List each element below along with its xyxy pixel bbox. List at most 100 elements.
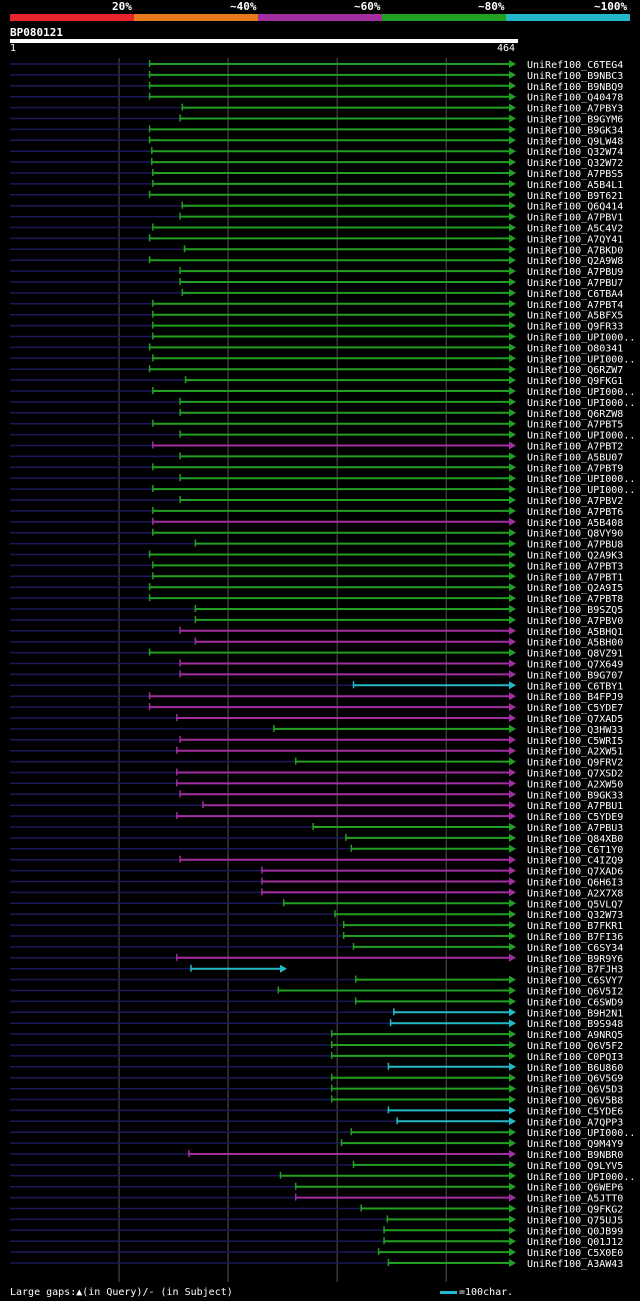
hit-label: UniRef100_Q8VY90 [527,529,623,540]
hit-arrow [509,343,516,352]
hit-label: UniRef100_A5BFX5 [527,311,623,322]
hit-arrow [509,441,516,450]
hit-label: UniRef100_B9SZQ5 [527,605,623,616]
hit-arrow [509,1117,516,1126]
hit-label: UniRef100_A7PBT8 [527,594,623,605]
hit-label: UniRef100_Q2A9K3 [527,551,623,562]
hit-label: UniRef100_C5X0E0 [527,1248,623,1259]
hit-label: UniRef100_Q75UJ5 [527,1215,623,1226]
hit-arrow [509,790,516,799]
hit-label: UniRef100_A3AW43 [527,1259,623,1270]
hit-arrow [509,866,516,875]
hit-arrow [509,833,516,842]
hit-label: UniRef100_Q2A9W8 [527,256,623,267]
hit-label: UniRef100_UPI000.. [527,474,635,485]
hit-label: UniRef100_A5B408 [527,518,623,529]
hit-label: UniRef100_UPI000.. [527,398,635,409]
hit-arrow [509,299,516,308]
hit-label: UniRef100_Q0JB99 [527,1226,623,1237]
hit-label: UniRef100_B4FPJ9 [527,692,623,703]
hit-arrow [509,746,516,755]
hit-label: UniRef100_Q7XAD6 [527,867,623,878]
hit-label: UniRef100_A5BH00 [527,638,623,649]
hit-arrow [509,81,516,90]
hit-arrow [509,234,516,243]
hit-label: UniRef100_B7FKR1 [527,921,623,932]
hit-label: UniRef100_UPI000.. [527,1172,635,1183]
hit-label: UniRef100_B9G707 [527,670,623,681]
hit-arrow [509,114,516,123]
hit-arrow [509,1226,516,1235]
hit-arrow [509,724,516,733]
hit-label: UniRef100_C6T1Y0 [527,845,623,856]
hit-label: UniRef100_B7FI36 [527,932,623,943]
hit-label: UniRef100_O80341 [527,343,623,354]
hit-arrow [509,735,516,744]
hit-arrow [509,583,516,592]
hit-arrow [509,1171,516,1180]
hit-arrow [509,517,516,526]
hit-arrow [509,201,516,210]
hit-label: UniRef100_Q6RZW7 [527,365,623,376]
hit-label: UniRef100_B9GYM6 [527,115,623,126]
hit-label: UniRef100_A7QPP3 [527,1117,623,1128]
hit-label: UniRef100_Q6V5G9 [527,1074,623,1085]
hit-label: UniRef100_C6SVY7 [527,976,623,987]
hit-arrow [509,190,516,199]
hit-arrow [509,779,516,788]
hit-label: UniRef100_A5BHQ1 [527,627,623,638]
query-name: BP080121 [10,26,63,39]
scale-label: =100char. [459,1287,514,1298]
hit-label: UniRef100_A5B4L1 [527,180,623,191]
hit-arrow [509,550,516,559]
hit-arrow [509,692,516,701]
hit-label: UniRef100_C6SY34 [527,943,623,954]
hit-label: UniRef100_B9NBR0 [527,1150,623,1161]
hit-arrow [509,986,516,995]
hit-arrow [509,1248,516,1257]
hit-arrow [509,942,516,951]
hit-arrow [509,397,516,406]
hit-arrow [509,528,516,537]
hit-label: UniRef100_Q9LW48 [527,136,623,147]
hit-arrow [509,1204,516,1213]
hit-label: UniRef100_UPI000.. [527,354,635,365]
hit-label: UniRef100_B9GK34 [527,125,623,136]
hit-label: UniRef100_A7PBT9 [527,463,623,474]
hit-label: UniRef100_A7PBY3 [527,104,623,115]
hit-label: UniRef100_Q84XB0 [527,834,623,845]
hit-label: UniRef100_B9S948 [527,1019,623,1030]
hit-label: UniRef100_A7PBT4 [527,300,623,311]
hit-arrow [509,1160,516,1169]
hit-label: UniRef100_Q32W73 [527,910,623,921]
hit-label: UniRef100_C5YDE9 [527,812,623,823]
hit-arrow [509,387,516,395]
hit-arrow [509,70,516,79]
hit-arrow [509,953,516,962]
hit-label: UniRef100_A7BKD0 [527,245,623,256]
hit-label: UniRef100_Q6WEP6 [527,1183,623,1194]
hit-arrow [509,1084,516,1093]
hit-arrow [509,888,516,897]
hit-label: UniRef100_A2XW51 [527,747,623,758]
hit-label: UniRef100_Q9FKG1 [527,376,623,387]
hit-arrow [509,703,516,712]
hit-arrow [509,877,516,886]
hit-arrow [509,496,516,504]
hit-arrow [509,179,516,188]
hit-arrow [509,626,516,635]
hit-label: UniRef100_A7PBV2 [527,496,623,507]
hit-arrow [509,1193,516,1202]
hit-arrow [509,256,516,265]
hit-arrow [509,605,516,613]
hit-label: UniRef100_Q6H6I3 [527,878,623,889]
hit-arrow [509,1030,516,1039]
hit-arrow [509,899,516,908]
legend-label-100: ~100% [594,0,628,13]
hit-label: UniRef100_B9GK33 [527,790,623,801]
hit-arrow [509,1215,516,1224]
hit-arrow [509,659,516,668]
hit-label: UniRef100_A7PBS5 [527,169,623,180]
hit-arrow [509,376,516,385]
